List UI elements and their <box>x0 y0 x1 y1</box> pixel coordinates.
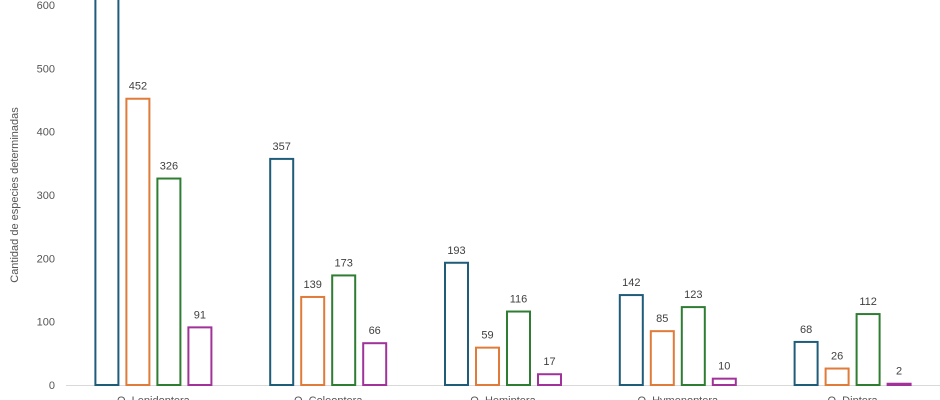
data-label: 17 <box>543 356 555 368</box>
bar <box>269 157 295 386</box>
y-tick-label: 300 <box>37 190 55 202</box>
data-label: 123 <box>684 289 702 301</box>
bar <box>824 367 850 386</box>
y-tick-label: 500 <box>37 63 55 75</box>
x-category-label: O. Diptera <box>828 395 879 400</box>
data-label: 139 <box>304 279 322 291</box>
y-tick-label: 0 <box>49 380 55 392</box>
data-label: 66 <box>369 325 381 337</box>
bar <box>444 261 469 386</box>
y-tick-label: 600 <box>37 0 55 12</box>
x-category-label: O. Hemiptera <box>470 395 536 400</box>
bar <box>94 0 120 386</box>
x-category-label: O. Coleoptera <box>294 395 363 400</box>
data-label: 26 <box>831 351 843 363</box>
data-label: 116 <box>510 294 528 306</box>
bar <box>125 97 151 386</box>
data-label: 85 <box>656 313 668 325</box>
bar <box>187 326 213 387</box>
bars-layer <box>94 0 912 387</box>
bar <box>300 295 326 387</box>
data-label: 193 <box>447 245 465 257</box>
data-label: 357 <box>273 141 291 153</box>
data-label: 112 <box>859 296 877 308</box>
x-category-label: O. Lepidoptera <box>117 395 191 400</box>
bar <box>331 274 357 386</box>
bar <box>475 346 500 386</box>
data-label: 68 <box>800 324 812 336</box>
bar <box>618 294 644 387</box>
bar <box>362 342 388 387</box>
bar <box>855 313 881 387</box>
labels-layer: 452 326 91 357 139 173 66 193 59 116 17 142 85 123 10 6… <box>129 81 902 378</box>
y-axis-title: Cantidad de especies determinadas <box>9 107 21 283</box>
x-category-label: O. Hymenoptera <box>637 395 719 400</box>
bar <box>793 340 819 386</box>
data-label: 91 <box>194 309 206 321</box>
bar <box>680 306 706 387</box>
bar <box>537 373 562 387</box>
bar <box>156 177 182 386</box>
data-label: 452 <box>129 81 147 93</box>
y-tick-label: 400 <box>37 127 55 139</box>
data-label: 59 <box>481 330 493 342</box>
data-label: 326 <box>160 161 178 173</box>
data-label: 10 <box>718 361 730 373</box>
bar <box>886 382 912 387</box>
bar <box>506 310 531 386</box>
bar <box>649 330 675 386</box>
data-label: 142 <box>622 277 640 289</box>
y-tick-label: 200 <box>37 253 55 265</box>
y-tick-label: 100 <box>37 317 55 329</box>
data-label: 173 <box>335 257 353 269</box>
bar <box>711 377 737 386</box>
data-label: 2 <box>896 366 902 378</box>
